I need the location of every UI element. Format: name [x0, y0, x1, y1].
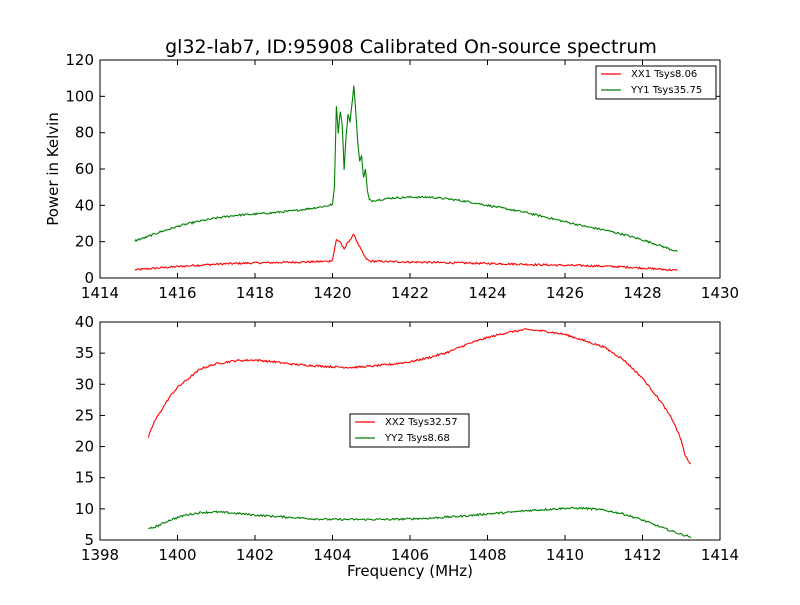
bottom-x-tick-label: 1412	[623, 546, 661, 564]
top-series-group	[134, 85, 678, 272]
bottom-y-tick-label: 25	[75, 406, 94, 424]
bottom-panel: 1398 1400 1402 1404 1406 1408 1410 1412 1414 5 10 1…	[75, 313, 739, 580]
bottom-legend-box	[349, 413, 470, 448]
legend-label-xx2: XX2 Tsys32.57	[385, 417, 458, 428]
bottom-x-tick-label: 1410	[546, 546, 584, 564]
bottom-x-tick-label: 1400	[158, 546, 196, 564]
top-series-line-2	[134, 85, 678, 253]
bottom-x-tick-label: 1402	[236, 546, 274, 564]
legend-label-yy2: YY2 Tsys8.68	[384, 433, 450, 444]
bottom-x-tick-label: 1408	[468, 546, 506, 564]
top-y-tick-label: 80	[75, 124, 94, 142]
top-x-tick-label: 1430	[701, 284, 739, 302]
bottom-y-tick-label: 5	[84, 531, 94, 549]
bottom-y-tick-label: 30	[75, 375, 94, 393]
top-x-tick-label: 1414	[81, 284, 119, 302]
top-y-tick-label: 20	[75, 233, 94, 251]
top-ticks: 1414 1416 1418 1420 1422 1424 1426 1428 1430 0 20 4…	[65, 51, 739, 302]
bottom-y-tick-label: 35	[75, 344, 94, 362]
top-x-tick-label: 1416	[158, 284, 196, 302]
top-y-tick-label: 40	[75, 196, 94, 214]
top-legend-box	[595, 65, 717, 100]
bottom-x-tick-label: 1414	[701, 546, 739, 564]
top-y-tick-label: 100	[65, 87, 94, 105]
top-x-tick-label: 1420	[313, 284, 351, 302]
legend-label-yy1: YY1 Tsys35.75	[630, 85, 702, 96]
top-y-tick-label: 0	[84, 269, 94, 287]
top-x-tick-label: 1426	[546, 284, 584, 302]
top-x-tick-label: 1422	[391, 284, 429, 302]
bottom-series-group	[147, 328, 692, 539]
bottom-y-tick-label: 10	[75, 500, 94, 518]
bottom-y-tick-label: 40	[75, 313, 94, 331]
bottom-x-tick-label: 1404	[313, 546, 351, 564]
top-x-tick-label: 1428	[623, 284, 661, 302]
top-y-axis-label: Power in Kelvin	[44, 112, 62, 226]
top-x-tick-label: 1424	[468, 284, 506, 302]
top-y-tick-label: 120	[65, 51, 94, 69]
legend-label-xx1: XX1 Tsys8.06	[631, 69, 697, 80]
bottom-legend: XX2 Tsys32.57 YY2 Tsys8.68	[349, 413, 470, 448]
bottom-x-tick-label: 1398	[81, 546, 119, 564]
top-x-tick-label: 1418	[236, 284, 274, 302]
bottom-ticks: 1398 1400 1402 1404 1406 1408 1410 1412 1414 5 10 1…	[75, 313, 739, 564]
bottom-x-tick-label: 1406	[391, 546, 429, 564]
top-series-line-1	[134, 233, 678, 272]
bottom-x-axis-label: Frequency (MHz)	[347, 562, 473, 580]
top-panel: 1414 1416 1418 1420 1422 1424 1426 1428 1430 0 20 4…	[44, 51, 739, 302]
bottom-y-tick-label: 15	[75, 469, 94, 487]
top-legend: XX1 Tsys8.06 YY1 Tsys35.75	[595, 65, 717, 100]
bottom-series-line-2	[148, 506, 692, 539]
bottom-y-tick-label: 20	[75, 438, 94, 456]
top-y-tick-label: 60	[75, 160, 94, 178]
chart-title: gl32-lab7, ID:95908 Calibrated On-source…	[165, 36, 657, 58]
bottom-series-line-1	[147, 328, 692, 465]
